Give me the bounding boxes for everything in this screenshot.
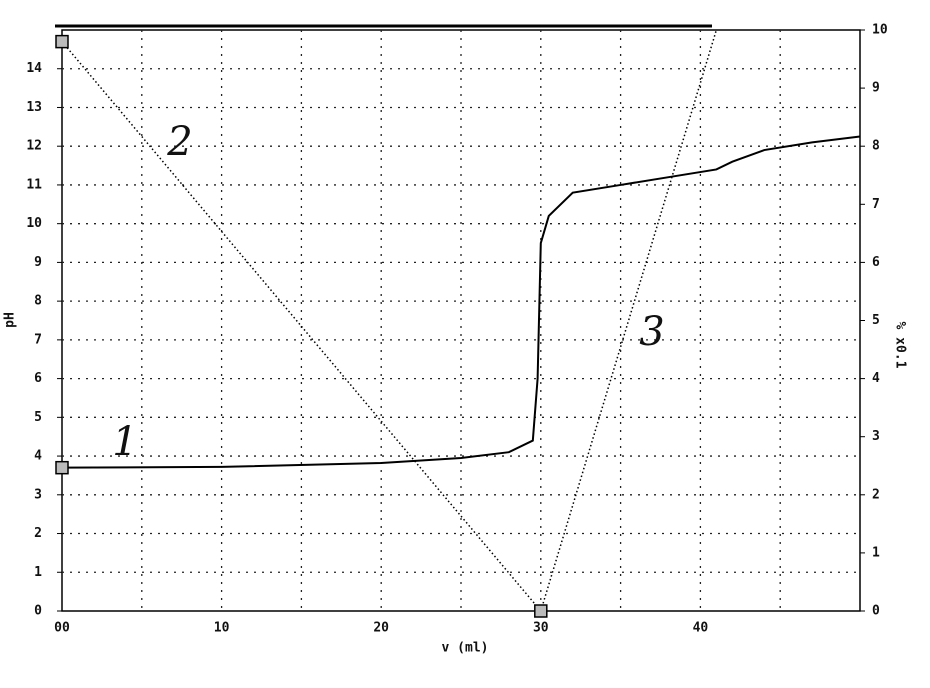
x-tick-label: 30 <box>533 621 549 636</box>
y-tick-label: 6 <box>34 371 42 386</box>
y2-tick-label: 9 <box>872 81 880 96</box>
y2-axis-label: % x0.1 <box>893 322 908 369</box>
y2-tick-label: 5 <box>872 313 880 328</box>
y-tick-label: 10 <box>26 216 42 231</box>
annotation: 2 <box>166 119 192 165</box>
y-tick-label: 3 <box>34 487 42 502</box>
y-tick-label: 9 <box>34 255 42 270</box>
y-tick-label: 7 <box>34 332 42 347</box>
x-tick-label: 00 <box>54 621 70 636</box>
y-tick-label: 14 <box>26 61 42 76</box>
y2-tick-label: 1 <box>872 545 880 560</box>
y-tick-label: 0 <box>34 604 42 619</box>
x-tick-label: 10 <box>214 621 230 636</box>
annotation: 1 <box>112 419 137 465</box>
y-tick-label: 13 <box>26 100 42 115</box>
y2-tick-label: 7 <box>872 197 880 212</box>
y-tick-label: 1 <box>34 565 42 580</box>
series-line <box>540 29 718 612</box>
start-marker <box>534 604 548 618</box>
y2-tick-label: 8 <box>872 139 880 154</box>
y2-tick-label: 2 <box>872 487 880 502</box>
x-tick-label: 20 <box>373 621 389 636</box>
y-tick-label: 11 <box>26 177 42 192</box>
y2-tick-label: 6 <box>872 255 880 270</box>
y2-tick-label: 3 <box>872 429 880 444</box>
y2-tick-label: 0 <box>872 604 880 619</box>
y-tick-label: 2 <box>34 526 42 541</box>
x-tick-label: 40 <box>693 621 709 636</box>
series-line <box>61 135 861 469</box>
plot-frame <box>61 29 861 612</box>
y-tick-label: 12 <box>26 139 42 154</box>
y-axis-label: pH <box>3 312 18 328</box>
y2-tick-label: 4 <box>872 371 880 386</box>
x-axis-label: v (ml) <box>442 641 489 656</box>
start-marker <box>55 34 69 49</box>
y2-tick-label: 10 <box>872 23 888 38</box>
y-tick-label: 8 <box>34 294 42 309</box>
y-tick-label: 4 <box>34 449 42 464</box>
y-tick-label: 5 <box>34 410 42 425</box>
annotation: 3 <box>639 309 664 355</box>
start-marker <box>55 460 69 475</box>
